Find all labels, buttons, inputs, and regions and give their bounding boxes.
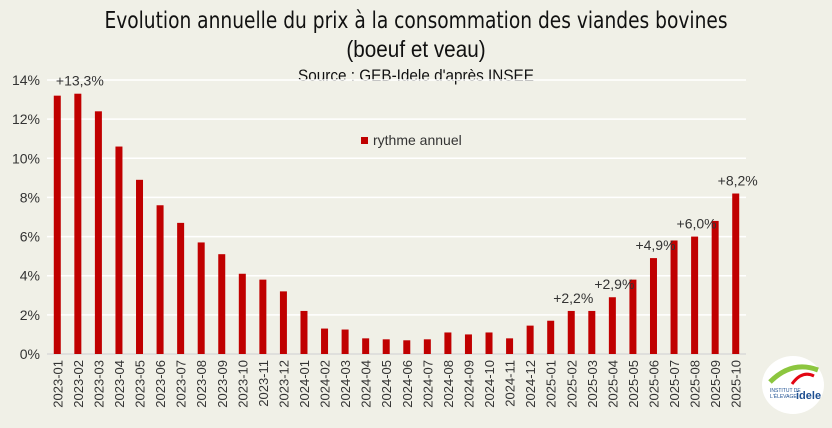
data-label: +2,9% — [594, 276, 634, 292]
bar — [259, 279, 267, 354]
x-tick-label: 2023-08 — [194, 360, 209, 408]
x-tick-label: 2025-07 — [667, 360, 682, 408]
x-tick-label: 2024-09 — [461, 360, 476, 408]
idele-logo-graphic: INSTITUT DE L'ÉLEVAGE idele — [768, 364, 821, 402]
svg-text:L'ÉLEVAGE: L'ÉLEVAGE — [770, 393, 797, 400]
y-tick-label: 4% — [20, 268, 40, 284]
data-label: +4,9% — [635, 237, 675, 253]
data-label: +8,2% — [718, 173, 758, 189]
y-tick-label: 14% — [12, 72, 40, 88]
x-tick-label: 2023-02 — [71, 360, 86, 408]
bar — [588, 310, 596, 354]
x-tick-label: 2024-08 — [441, 360, 456, 408]
x-tick-label: 2024-05 — [379, 360, 394, 408]
bar — [670, 240, 678, 354]
x-tick-label: 2025-02 — [564, 360, 579, 408]
x-tick-label: 2023-01 — [50, 360, 65, 408]
y-tick-label: 10% — [12, 150, 40, 166]
x-tick-label: 2025-06 — [646, 360, 661, 408]
data-label: +2,2% — [553, 290, 593, 306]
x-tick-label: 2024-07 — [420, 360, 435, 408]
x-tick-label: 2024-06 — [400, 360, 415, 408]
bar — [177, 222, 185, 354]
x-tick-label: 2025-10 — [729, 360, 744, 408]
bar — [691, 236, 699, 354]
bar — [321, 328, 329, 354]
x-tick-label: 2023-11 — [256, 360, 271, 407]
idele-logo: INSTITUT DE L'ÉLEVAGE idele — [762, 356, 824, 414]
y-tick-label: 0% — [20, 346, 40, 362]
x-tick-label: 2023-04 — [112, 360, 127, 408]
x-tick-label: 2025-01 — [544, 360, 559, 408]
bar — [423, 339, 431, 354]
bar — [341, 329, 349, 354]
bar — [464, 334, 472, 354]
bar — [711, 220, 719, 354]
data-label: +6,0% — [677, 216, 717, 232]
legend-swatch — [361, 137, 368, 144]
x-tick-label: 2023-10 — [235, 360, 250, 408]
bar — [279, 291, 287, 354]
bar — [362, 338, 370, 354]
bar — [506, 338, 514, 354]
x-tick-label: 2024-02 — [318, 360, 333, 408]
x-tick-label: 2024-10 — [482, 360, 497, 408]
svg-text:idele: idele — [796, 390, 821, 402]
bar — [444, 332, 452, 354]
bar — [608, 297, 616, 354]
x-tick-label: 2023-09 — [215, 360, 230, 408]
bar — [732, 193, 740, 354]
x-tick-label: 2023-12 — [276, 360, 291, 408]
x-tick-label: 2025-05 — [626, 360, 641, 408]
y-tick-label: 12% — [12, 111, 40, 127]
x-tick-label: 2025-08 — [688, 360, 703, 408]
bar — [382, 339, 390, 354]
bar — [74, 93, 82, 354]
bar — [485, 332, 493, 354]
x-tick-label: 2025-09 — [708, 360, 723, 408]
data-label: +13,3% — [56, 73, 104, 89]
bar — [629, 279, 637, 354]
bar — [526, 325, 534, 354]
chart-title: Evolution annuelle du prix à la consomma… — [104, 8, 728, 34]
bar — [53, 95, 61, 355]
bar — [218, 254, 226, 354]
bar — [197, 242, 205, 354]
bar — [649, 258, 657, 354]
x-tick-label: 2024-01 — [297, 360, 312, 408]
legend-label: rythme annuel — [373, 132, 462, 148]
bar — [115, 146, 123, 354]
y-tick-label: 2% — [20, 307, 40, 323]
svg-text:INSTITUT DE: INSTITUT DE — [770, 388, 801, 394]
x-tick-label: 2023-07 — [174, 360, 189, 408]
x-tick-label: 2024-04 — [359, 360, 374, 408]
bar — [567, 310, 575, 354]
bar — [403, 340, 411, 354]
bar — [547, 320, 555, 354]
bar — [238, 273, 246, 354]
x-tick-label: 2025-04 — [605, 360, 620, 408]
bar — [156, 205, 164, 354]
y-tick-label: 8% — [20, 189, 40, 205]
y-tick-label: 6% — [20, 229, 40, 245]
x-tick-label: 2023-05 — [133, 360, 148, 408]
x-tick-label: 2023-03 — [91, 360, 106, 408]
x-tick-label: 2024-11 — [503, 360, 518, 407]
x-tick-label: 2023-06 — [153, 360, 168, 408]
x-tick-label: 2024-03 — [338, 360, 353, 408]
x-tick-label: 2024-12 — [523, 360, 538, 408]
x-tick-label: 2025-03 — [585, 360, 600, 408]
bar — [300, 310, 308, 354]
bar — [136, 179, 144, 354]
bar — [94, 111, 102, 354]
chart-title-line2: (boeuf et veau) — [346, 36, 486, 62]
